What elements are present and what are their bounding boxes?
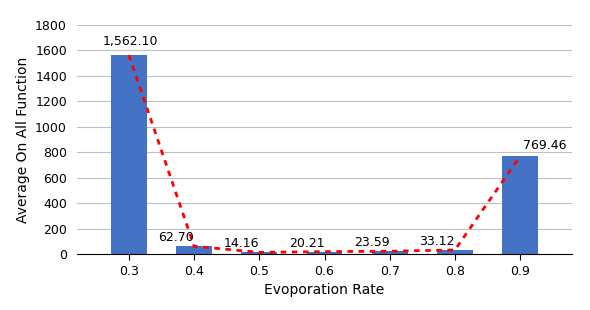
- Bar: [111, 55, 147, 254]
- Text: 20.21: 20.21: [289, 237, 324, 250]
- Text: 62.70: 62.70: [158, 231, 194, 244]
- Text: 33.12: 33.12: [419, 235, 454, 248]
- Bar: [502, 156, 538, 254]
- Text: 14.16: 14.16: [224, 237, 259, 250]
- Text: 1,562.10: 1,562.10: [103, 35, 158, 48]
- Bar: [307, 252, 342, 254]
- Bar: [372, 251, 408, 254]
- X-axis label: Evoporation Rate: Evoporation Rate: [264, 283, 385, 297]
- Y-axis label: Average On All Function: Average On All Function: [15, 56, 30, 223]
- Text: 769.46: 769.46: [523, 139, 567, 152]
- Bar: [176, 246, 212, 254]
- Text: 23.59: 23.59: [354, 236, 389, 249]
- Bar: [241, 252, 277, 254]
- Bar: [437, 250, 473, 254]
